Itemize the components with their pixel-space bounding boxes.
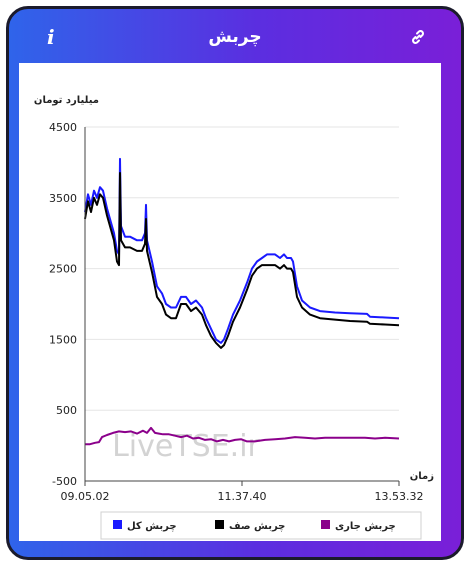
legend-box (100, 511, 422, 540)
y-axis-label: میلیارد تومان (34, 95, 99, 106)
y-tick-label: 4500 (49, 121, 77, 134)
legend-label: چربش صف (229, 521, 285, 532)
x-tick-label: 11.37.40 (218, 490, 267, 503)
info-icon[interactable]: i (47, 25, 55, 49)
legend: چربش کل چربش صف چربش جاری (100, 511, 422, 540)
series-line (85, 426, 400, 446)
legend-swatch (321, 520, 330, 529)
link-icon[interactable] (410, 29, 426, 49)
y-tick-label: 3500 (49, 192, 77, 205)
link-icon-glyph (412, 30, 424, 44)
chart: میلیارد تومان زمان 4500 3500 2500 1500 500 -5… (34, 95, 434, 540)
watermark: LiveTSE.ir (112, 429, 260, 464)
axes: 09.05.02 11.37.40 13.53.32 (61, 127, 424, 503)
card: i چربش میلیارد تومان زمان 4500 3500 2500 15… (6, 6, 464, 560)
legend-label: چربش کل (127, 521, 177, 532)
series-lines (84, 157, 400, 446)
x-tick-label: 09.05.02 (61, 490, 110, 503)
y-tick-label: 500 (56, 404, 77, 417)
watermark-text: LiveTSE.ir (112, 429, 260, 464)
y-tick-label: 1500 (49, 333, 77, 346)
y-tick-label: -500 (52, 475, 77, 488)
y-tick-label: 2500 (49, 263, 77, 276)
page-title: چربش (208, 27, 262, 47)
series-line (84, 157, 400, 344)
chart-panel: میلیارد تومان زمان 4500 3500 2500 1500 500 -5… (19, 63, 441, 541)
legend-label: چربش جاری (335, 521, 396, 532)
legend-swatch (113, 520, 122, 529)
x-axis-label: زمان (410, 471, 434, 482)
legend-swatch (215, 520, 224, 529)
header: i چربش (9, 9, 461, 67)
x-tick-label: 13.53.32 (375, 490, 424, 503)
series-line (84, 172, 400, 349)
